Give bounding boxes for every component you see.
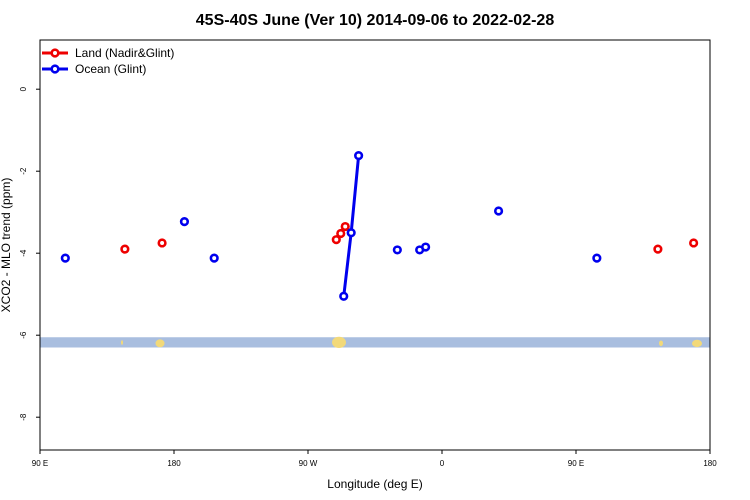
y-axis: 0 -2 -4 -6 -8 [19, 86, 40, 421]
point-ocean [179, 217, 190, 227]
y-tick-label: -4 [19, 249, 28, 257]
series-layer [60, 151, 699, 301]
map-strip-land [692, 339, 702, 348]
map-strip-land [121, 340, 123, 345]
legend: Land (Nadir&Glint) Ocean (Glint) [42, 46, 174, 76]
y-tick-label: 0 [19, 86, 28, 91]
point-land [689, 238, 699, 248]
y-tick-label: -6 [19, 331, 28, 339]
x-tick-label: 90 E [32, 459, 48, 468]
point-ocean [346, 228, 356, 238]
legend-marker-ocean [50, 64, 60, 74]
point-land [340, 221, 350, 232]
map-strip [40, 336, 710, 349]
legend-label-land: Land (Nadir&Glint) [75, 46, 174, 60]
y-tick-label: -2 [19, 167, 28, 175]
legend-item-ocean: Ocean (Glint) [42, 62, 146, 76]
point-ocean [209, 253, 219, 263]
x-tick-label: 90 E [568, 459, 584, 468]
point-ocean [354, 151, 364, 161]
legend-label-ocean: Ocean (Glint) [75, 62, 146, 76]
point-ocean [339, 291, 349, 301]
y-axis-label: XCO2 - MLO trend (ppm) [0, 178, 13, 313]
point-land [336, 228, 346, 239]
x-axis-label: Longitude (deg E) [327, 477, 422, 491]
point-ocean [60, 253, 70, 263]
point-ocean [493, 206, 504, 216]
map-strip-land [332, 336, 346, 349]
legend-marker-land [50, 48, 60, 58]
map-strip-land [155, 339, 165, 348]
chart-title: 45S-40S June (Ver 10) 2014-09-06 to 2022… [196, 12, 555, 29]
x-tick-label: 0 [440, 459, 445, 468]
point-land [331, 235, 341, 245]
point-land [157, 238, 167, 248]
point-land [653, 244, 663, 254]
point-ocean [421, 242, 431, 252]
point-ocean [592, 253, 602, 263]
legend-item-land: Land (Nadir&Glint) [42, 46, 174, 60]
plot-frame [39, 39, 711, 451]
map-strip-ocean [40, 337, 710, 348]
point-ocean [392, 245, 402, 255]
x-tick-label: 90 W [299, 459, 318, 468]
x-tick-label: 180 [167, 459, 181, 468]
map-strip-land [659, 340, 663, 347]
x-tick-label: 180 [703, 459, 717, 468]
x-axis: 90 E 180 90 W 0 90 E 180 [32, 450, 717, 468]
point-land [120, 244, 130, 254]
y-tick-label: -8 [19, 413, 28, 421]
